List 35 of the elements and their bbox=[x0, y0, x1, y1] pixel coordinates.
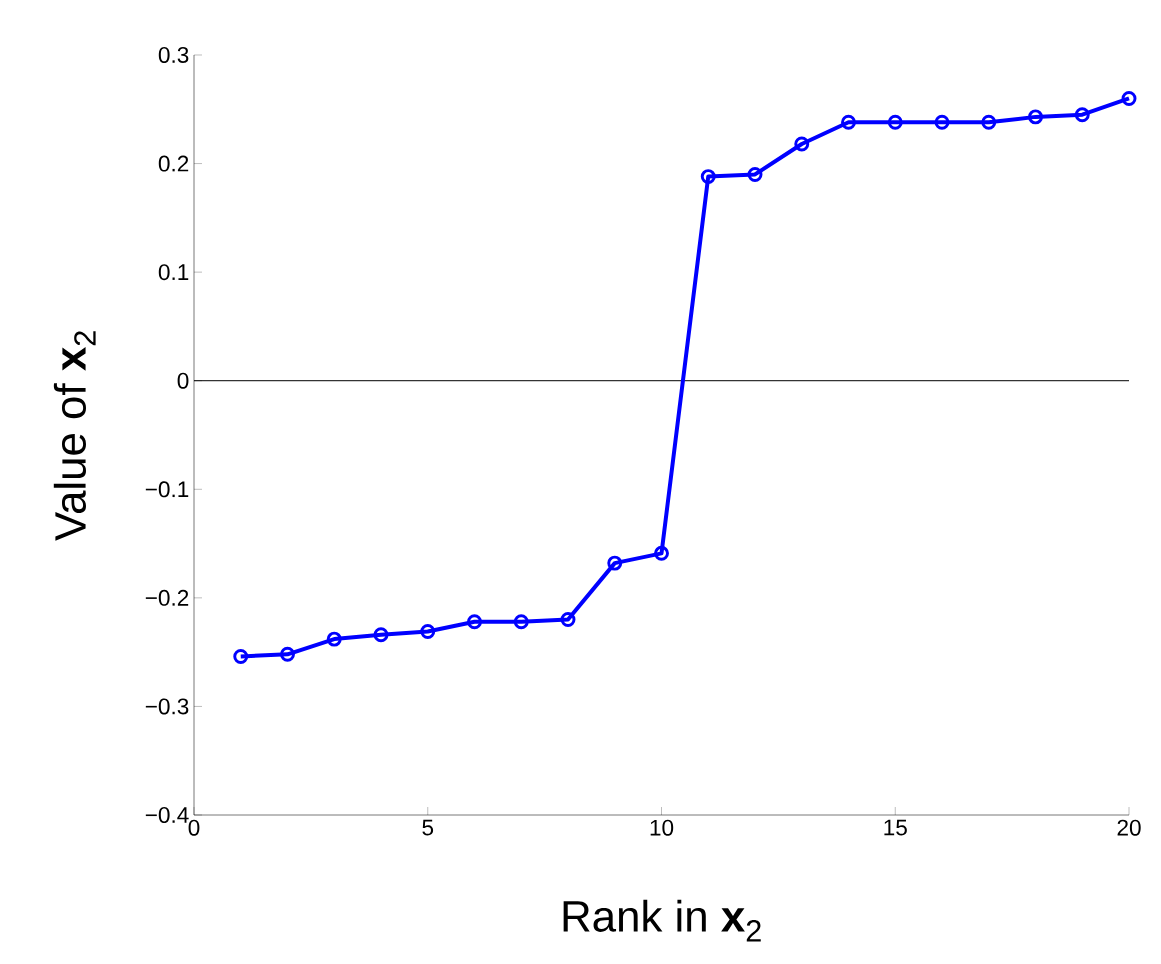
x-tick-label: 5 bbox=[422, 819, 434, 836]
point bbox=[934, 114, 950, 130]
y-tick-label: 0.1 bbox=[158, 264, 189, 281]
point bbox=[607, 555, 623, 571]
point bbox=[1074, 107, 1090, 123]
point bbox=[373, 627, 389, 643]
point bbox=[233, 649, 249, 664]
x-axis-title: Rank in x$_{2}$ bbox=[563, 899, 761, 942]
y-axis-title: Value of x$_{2}$ bbox=[53, 331, 96, 541]
point bbox=[420, 624, 436, 639]
point bbox=[326, 631, 342, 647]
point bbox=[747, 166, 763, 182]
point bbox=[654, 545, 669, 561]
point bbox=[513, 614, 529, 630]
point bbox=[700, 169, 716, 185]
x-tick-label: 0 bbox=[188, 819, 200, 836]
x-tick-label: 10 bbox=[650, 819, 674, 836]
point bbox=[981, 114, 997, 130]
point bbox=[280, 646, 295, 662]
y-tick-label: −0.2 bbox=[145, 589, 189, 606]
y-tick-label: 0.2 bbox=[158, 155, 189, 172]
point bbox=[841, 114, 856, 130]
y-tick-label: −0.1 bbox=[145, 481, 189, 498]
point bbox=[560, 612, 576, 628]
y-tick-label: −0.4 bbox=[145, 807, 189, 823]
y-tick-label: 0.3 bbox=[158, 47, 189, 63]
point bbox=[467, 614, 482, 630]
point bbox=[887, 114, 903, 130]
point bbox=[794, 136, 810, 152]
x-tick-label: 15 bbox=[884, 819, 907, 836]
x-tick-label: 20 bbox=[1117, 819, 1141, 836]
point bbox=[1121, 90, 1137, 106]
point bbox=[1028, 109, 1043, 125]
y-tick-label: 0 bbox=[177, 372, 189, 389]
y-tick-label: −0.3 bbox=[145, 698, 189, 715]
